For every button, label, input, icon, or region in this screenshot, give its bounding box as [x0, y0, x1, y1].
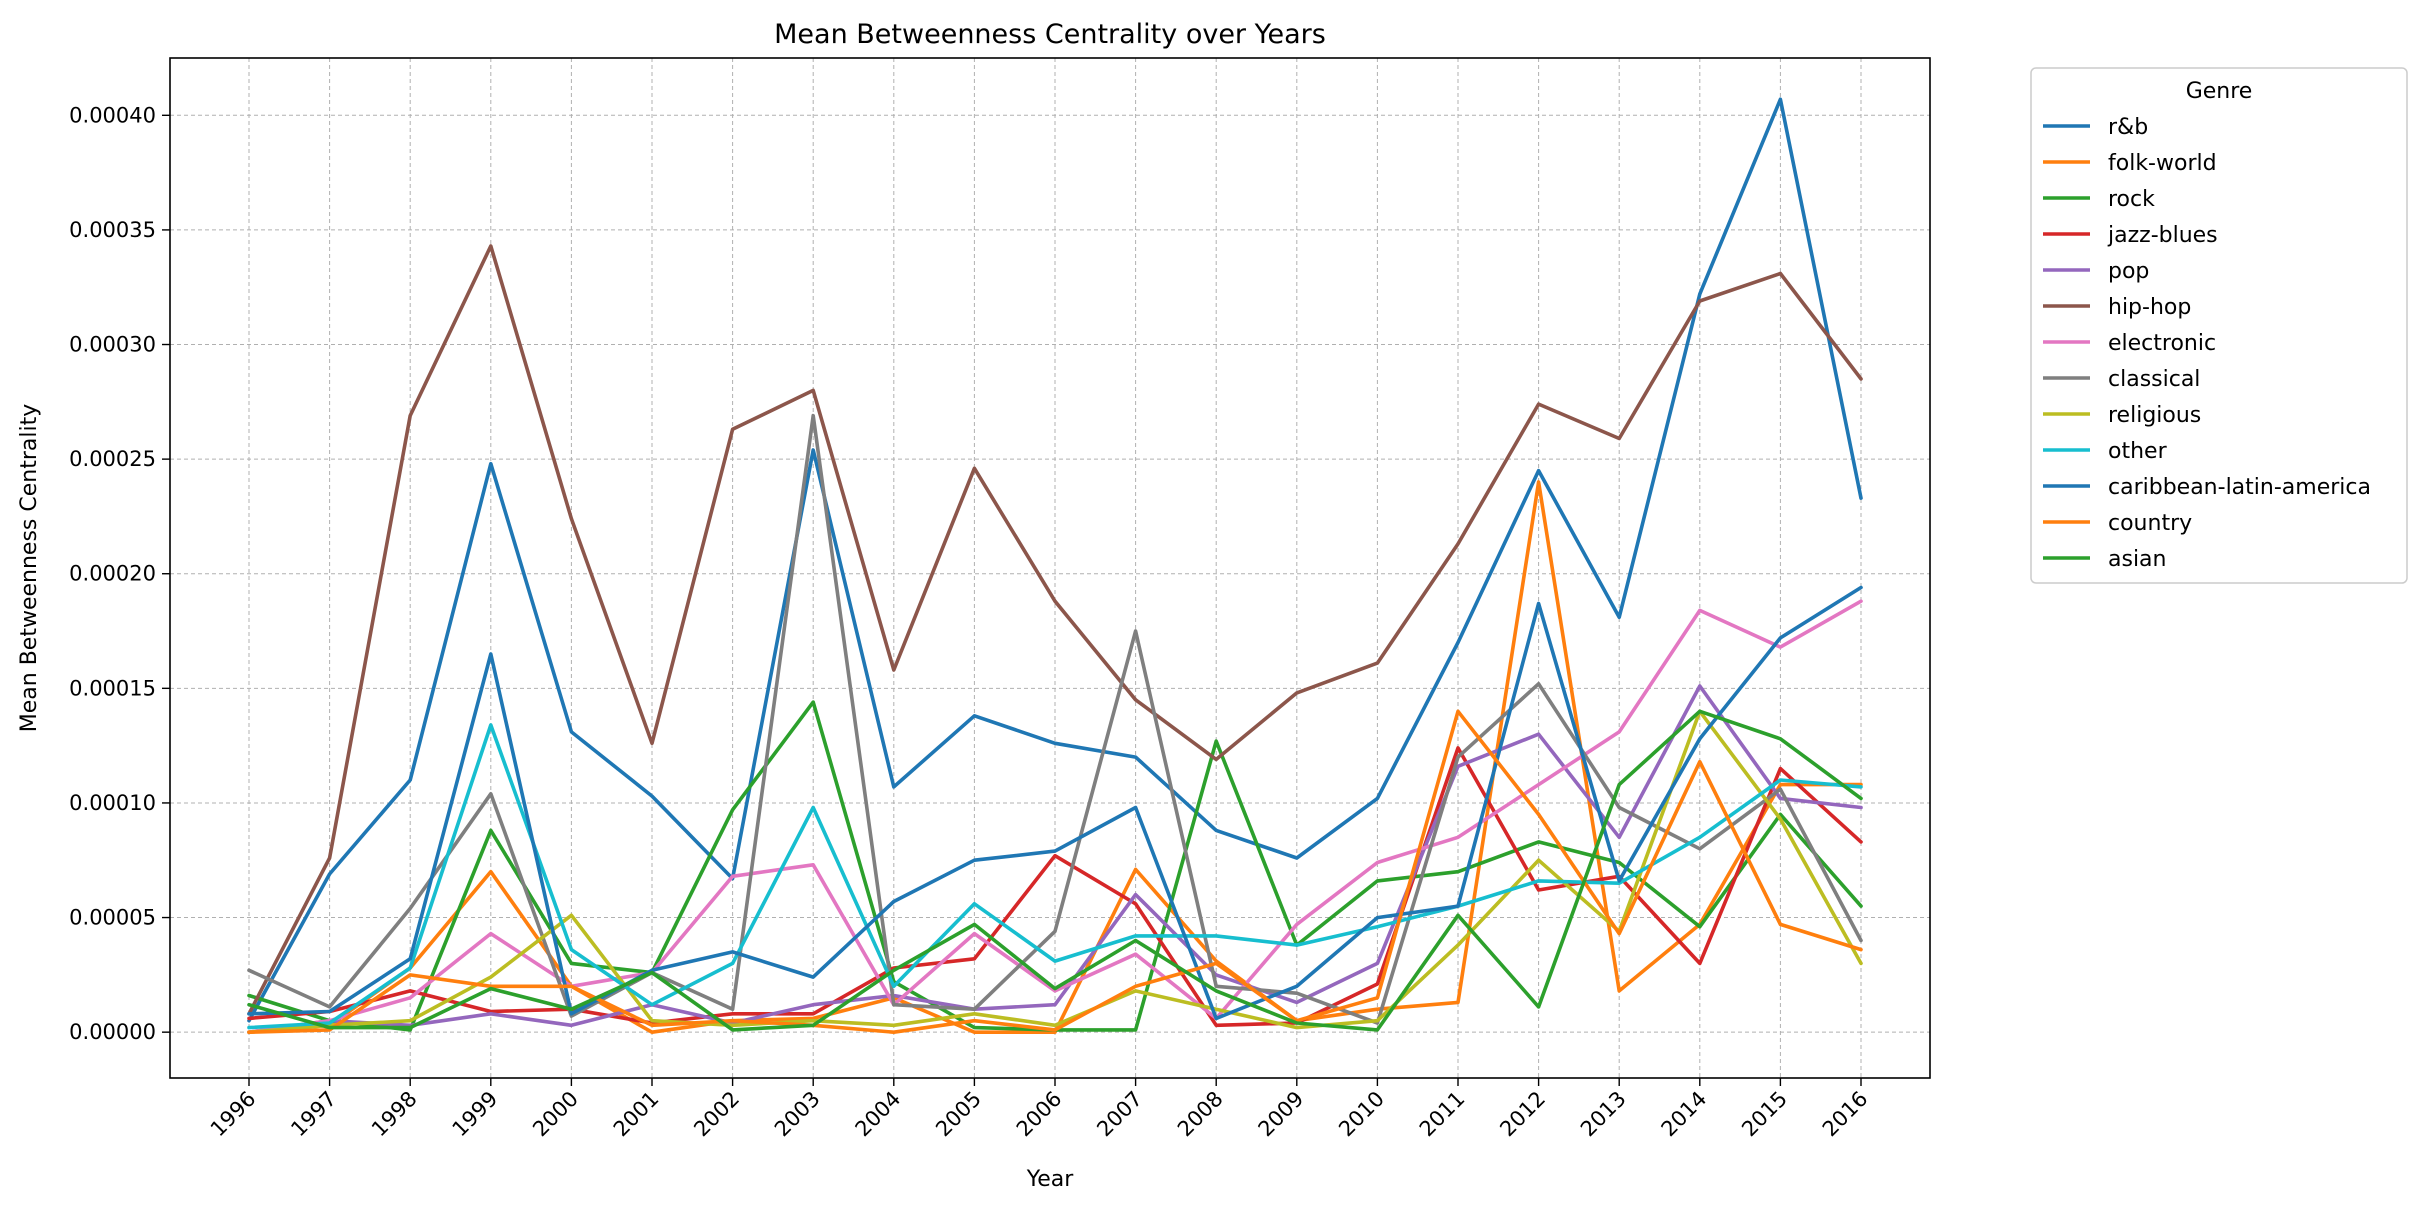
legend: Genre r&b folk-world rock jazz-blues pop hip-… [2030, 67, 2408, 584]
legend-label: other [2108, 439, 2168, 464]
series-line-pop [247, 684, 1863, 1034]
y-tick-label: 0.00035 [69, 218, 156, 242]
legend-label: jazz-blues [2107, 223, 2218, 248]
legend-items: r&b folk-world rock jazz-blues pop hip-hop ele… [2043, 115, 2371, 572]
series-line-hip-hop [247, 244, 1863, 1016]
legend-label: pop [2108, 259, 2149, 284]
y-axis-ticks: 0.00000 0.00005 0.00010 0.00015 0.00020 0.000… [69, 103, 170, 1044]
series-line-r&b [247, 97, 1863, 1023]
y-axis-label: Mean Betweenness Centrality [17, 404, 42, 732]
legend-label: asian [2108, 547, 2166, 572]
series-line-electronic [247, 599, 1863, 1034]
y-tick-label: 0.00005 [69, 906, 156, 930]
legend-label: hip-hop [2108, 295, 2191, 320]
y-tick-label: 0.00040 [69, 103, 156, 127]
series-line-classical [247, 413, 1863, 1025]
series-line-country [247, 709, 1863, 1034]
series-line-other [247, 723, 1863, 1030]
y-tick-label: 0.00010 [69, 791, 156, 815]
y-tick-label: 0.00000 [69, 1020, 156, 1044]
series-line-religious [247, 709, 1863, 1034]
legend-label: rock [2108, 187, 2155, 212]
y-tick-label: 0.00015 [69, 676, 156, 700]
legend-label: electronic [2108, 331, 2216, 356]
legend-label: caribbean-latin-america [2108, 475, 2371, 500]
legend-label: r&b [2108, 115, 2148, 140]
series-line-asian [247, 709, 1863, 1032]
y-tick-label: 0.00020 [69, 562, 156, 586]
legend-label: folk-world [2108, 151, 2217, 176]
series-lines [247, 97, 1863, 1034]
legend-frame [2030, 67, 2408, 584]
legend-label: religious [2108, 403, 2201, 428]
legend-title: Genre [2186, 79, 2253, 104]
y-tick-label: 0.00025 [69, 447, 156, 471]
grid-lines [170, 58, 1930, 1078]
legend-label: country [2108, 511, 2192, 536]
series-line-caribbean-latin-america [247, 585, 1863, 1021]
series-line-folk-world [247, 480, 1863, 1034]
y-tick-label: 0.00030 [69, 333, 156, 357]
x-axis-label: Year [1026, 1167, 1075, 1192]
chart-title: Mean Betweenness Centrality over Years [774, 19, 1326, 50]
legend-label: classical [2108, 367, 2200, 392]
plot-frame [169, 57, 1931, 1079]
